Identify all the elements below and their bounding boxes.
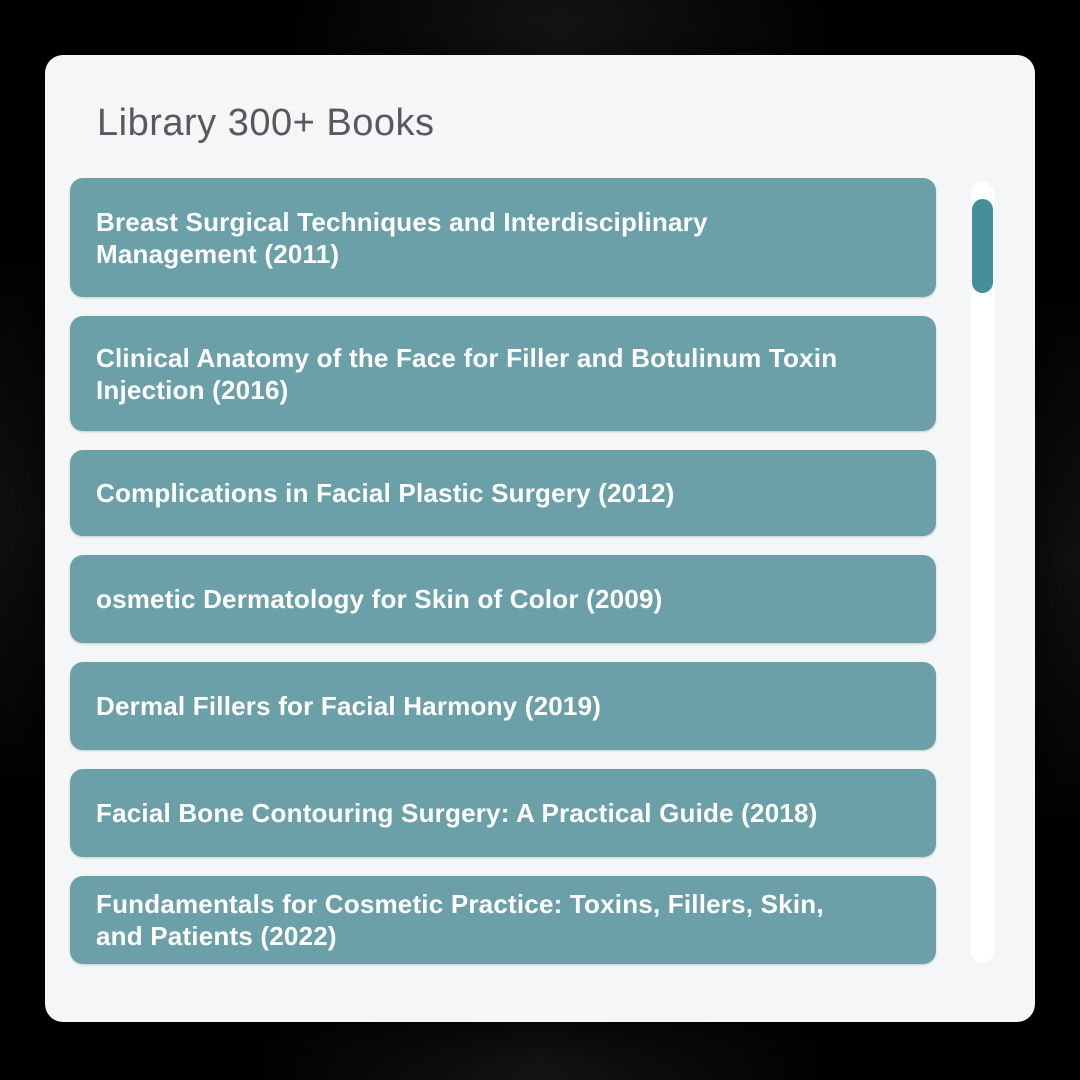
book-button[interactable]: Dermal Fillers for Facial Harmony (2019) [70, 662, 936, 750]
book-title: Breast Surgical Techniques and Interdisc… [96, 206, 708, 269]
book-button[interactable]: Complications in Facial Plastic Surgery … [70, 450, 936, 536]
book-title: Fundamentals for Cosmetic Practice: Toxi… [96, 889, 824, 951]
book-button[interactable]: Breast Surgical Techniques and Interdisc… [70, 178, 936, 297]
book-button[interactable]: Fundamentals for Cosmetic Practice: Toxi… [70, 876, 936, 964]
scrollbar-thumb[interactable] [972, 199, 993, 293]
book-title: osmetic Dermatology for Skin of Color (2… [96, 584, 663, 614]
book-button[interactable]: Clinical Anatomy of the Face for Filler … [70, 316, 936, 431]
scrollbar-track[interactable] [971, 182, 994, 963]
book-button[interactable]: Facial Bone Contouring Surgery: A Practi… [70, 769, 936, 857]
book-title: Clinical Anatomy of the Face for Filler … [96, 342, 838, 405]
book-title: Facial Bone Contouring Surgery: A Practi… [96, 798, 818, 828]
book-button[interactable]: osmetic Dermatology for Skin of Color (2… [70, 555, 936, 643]
book-list: Breast Surgical Techniques and Interdisc… [70, 178, 936, 964]
page-title: Library 300+ Books [97, 102, 435, 144]
book-title: Complications in Facial Plastic Surgery … [96, 478, 675, 508]
library-card: Library 300+ Books Breast Surgical Techn… [45, 55, 1035, 1022]
book-title: Dermal Fillers for Facial Harmony (2019) [96, 691, 602, 721]
